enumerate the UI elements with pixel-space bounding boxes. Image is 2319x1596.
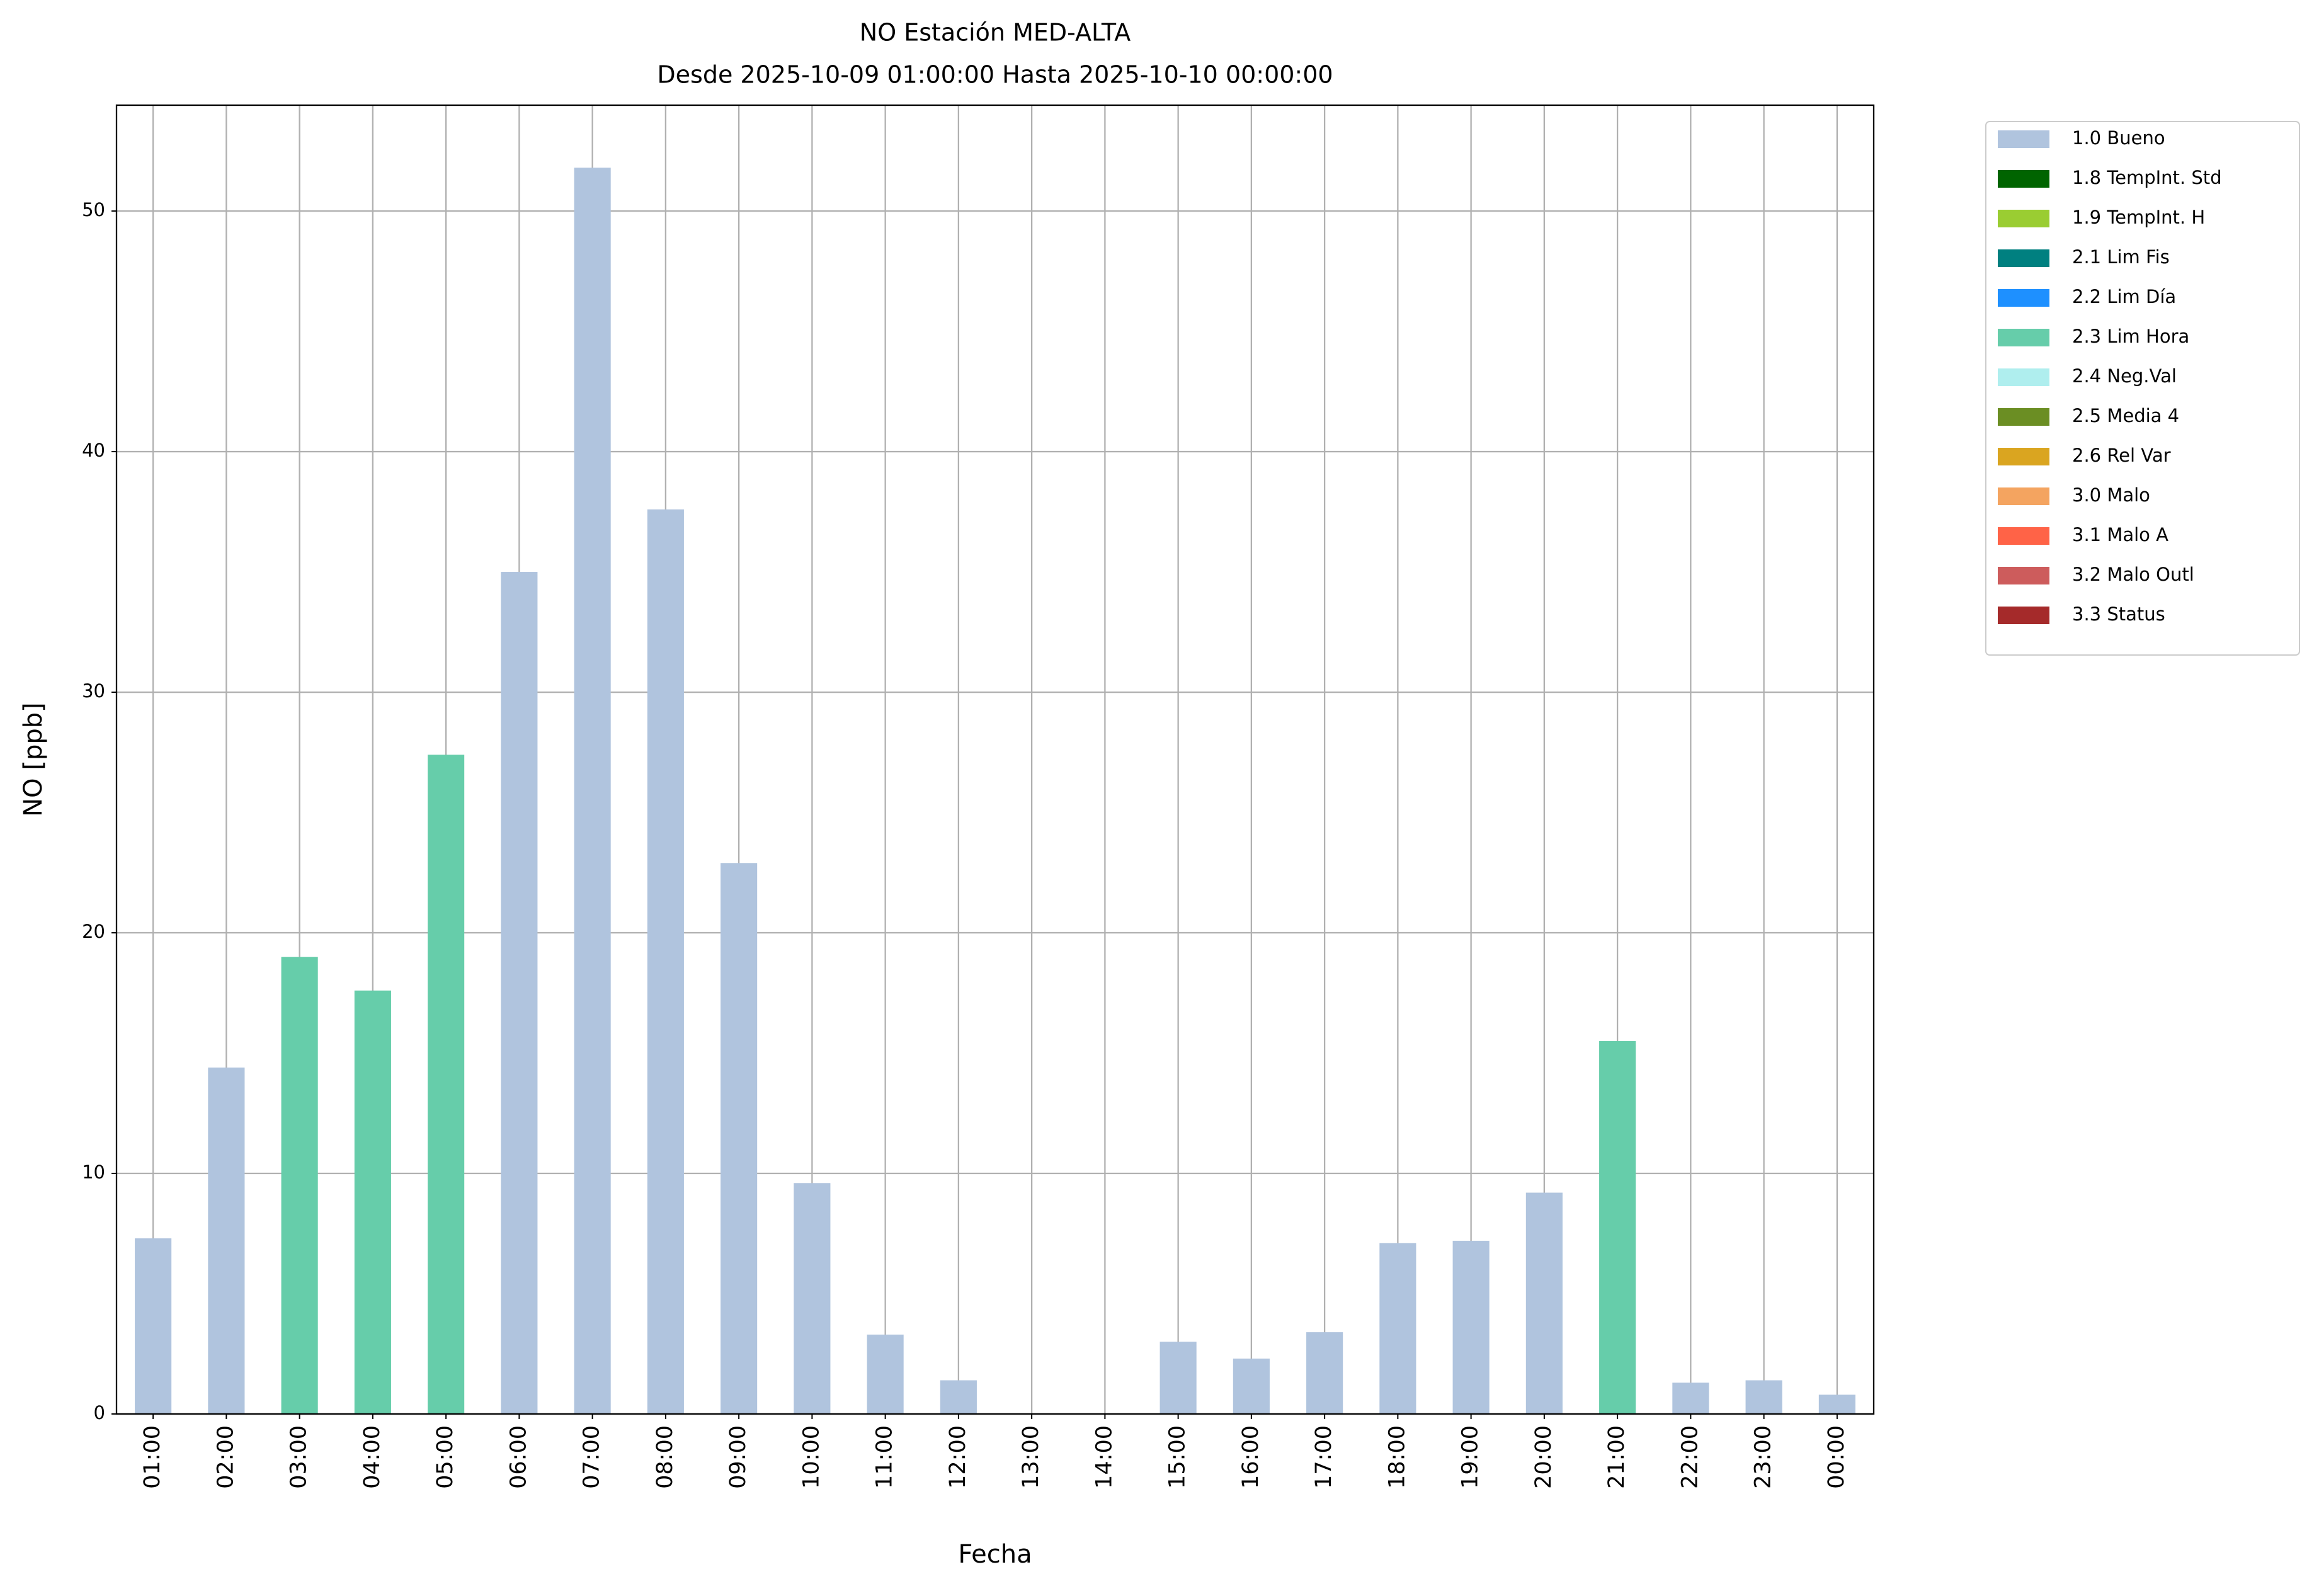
- bar: [1160, 1342, 1197, 1414]
- y-tick-label: 0: [94, 1402, 105, 1423]
- x-tick-label: 02:00: [213, 1425, 238, 1489]
- bar: [1525, 1192, 1563, 1414]
- legend-swatch: [1998, 249, 2049, 267]
- legend-label: 1.9 TempInt. H: [2072, 207, 2205, 228]
- bar: [1818, 1394, 1855, 1414]
- x-tick-label: 13:00: [1018, 1425, 1044, 1489]
- bar: [1599, 1040, 1636, 1414]
- bar: [1672, 1382, 1709, 1414]
- legend-swatch: [1998, 170, 2049, 188]
- x-tick-label: 09:00: [726, 1425, 751, 1489]
- x-tick-label: 18:00: [1384, 1425, 1410, 1489]
- y-tick-label: 30: [82, 680, 105, 702]
- legend-label: 2.4 Neg.Val: [2072, 365, 2177, 387]
- legend-box: [1985, 121, 2300, 656]
- x-tick-label: 23:00: [1751, 1425, 1776, 1489]
- x-axis-label: Fecha: [958, 1540, 1032, 1569]
- bar: [1233, 1359, 1270, 1414]
- x-tick-label: 12:00: [945, 1425, 971, 1489]
- x-tick-label: 04:00: [360, 1425, 385, 1489]
- y-tick-label: 20: [82, 921, 105, 942]
- bar: [721, 863, 758, 1414]
- y-tick-label: 50: [82, 199, 105, 220]
- legend-swatch: [1998, 448, 2049, 465]
- y-axis-label: NO [ppb]: [19, 702, 48, 817]
- chart-title: NO Estación MED-ALTA: [860, 19, 1131, 47]
- x-tick-label: 11:00: [872, 1425, 897, 1489]
- x-tick-label: 20:00: [1531, 1425, 1556, 1489]
- bar: [867, 1334, 904, 1414]
- legend-label: 3.1 Malo A: [2072, 524, 2168, 545]
- legend-swatch: [1998, 567, 2049, 584]
- bar: [1452, 1240, 1490, 1414]
- legend-swatch: [1998, 210, 2049, 227]
- legend-label: 1.8 TempInt. Std: [2072, 167, 2222, 188]
- x-tick-label: 17:00: [1311, 1425, 1336, 1489]
- legend-swatch: [1998, 329, 2049, 346]
- bar: [354, 990, 391, 1414]
- legend-swatch: [1998, 289, 2049, 307]
- legend-swatch: [1998, 607, 2049, 624]
- legend-label: 3.2 Malo Outl: [2072, 564, 2194, 585]
- bar: [794, 1183, 831, 1414]
- bar: [1306, 1332, 1343, 1414]
- x-tick-label: 10:00: [799, 1425, 824, 1489]
- legend-label: 2.3 Lim Hora: [2072, 326, 2189, 347]
- bar: [574, 168, 611, 1414]
- bar: [647, 509, 684, 1414]
- x-tick-label: 14:00: [1091, 1425, 1117, 1489]
- x-tick-label: 22:00: [1677, 1425, 1702, 1489]
- x-tick-label: 03:00: [287, 1425, 312, 1489]
- bar: [428, 755, 465, 1414]
- bar: [135, 1238, 172, 1414]
- legend-swatch: [1998, 130, 2049, 148]
- y-tick-label: 10: [82, 1161, 105, 1183]
- x-tick-label: 16:00: [1238, 1425, 1263, 1489]
- bar: [940, 1380, 977, 1414]
- legend-label: 2.1 Lim Fis: [2072, 246, 2170, 268]
- x-tick-label: 21:00: [1604, 1425, 1629, 1489]
- y-tick-label: 40: [82, 440, 105, 461]
- legend-swatch: [1998, 487, 2049, 505]
- chart-subtitle: Desde 2025-10-09 01:00:00 Hasta 2025-10-…: [657, 61, 1333, 89]
- x-tick-label: 05:00: [433, 1425, 458, 1489]
- legend-label: 3.3 Status: [2072, 603, 2165, 625]
- bar: [1379, 1243, 1416, 1414]
- legend-swatch: [1998, 527, 2049, 545]
- legend-label: 1.0 Bueno: [2072, 127, 2165, 149]
- legend-label: 2.5 Media 4: [2072, 405, 2179, 426]
- bar: [501, 572, 538, 1414]
- bar: [281, 957, 318, 1414]
- x-tick-label: 19:00: [1458, 1425, 1483, 1489]
- plot-frame: [115, 104, 1875, 1415]
- legend-label: 3.0 Malo: [2072, 484, 2150, 506]
- x-tick-label: 08:00: [652, 1425, 678, 1489]
- x-tick-label: 06:00: [506, 1425, 531, 1489]
- bar: [208, 1067, 245, 1414]
- x-tick-label: 00:00: [1824, 1425, 1849, 1489]
- bar: [1745, 1380, 1782, 1414]
- x-tick-label: 15:00: [1165, 1425, 1190, 1489]
- legend-swatch: [1998, 368, 2049, 386]
- legend-label: 2.2 Lim Día: [2072, 286, 2176, 307]
- legend-swatch: [1998, 408, 2049, 426]
- x-tick-label: 07:00: [579, 1425, 605, 1489]
- x-tick-label: 01:00: [140, 1425, 165, 1489]
- legend-label: 2.6 Rel Var: [2072, 445, 2171, 466]
